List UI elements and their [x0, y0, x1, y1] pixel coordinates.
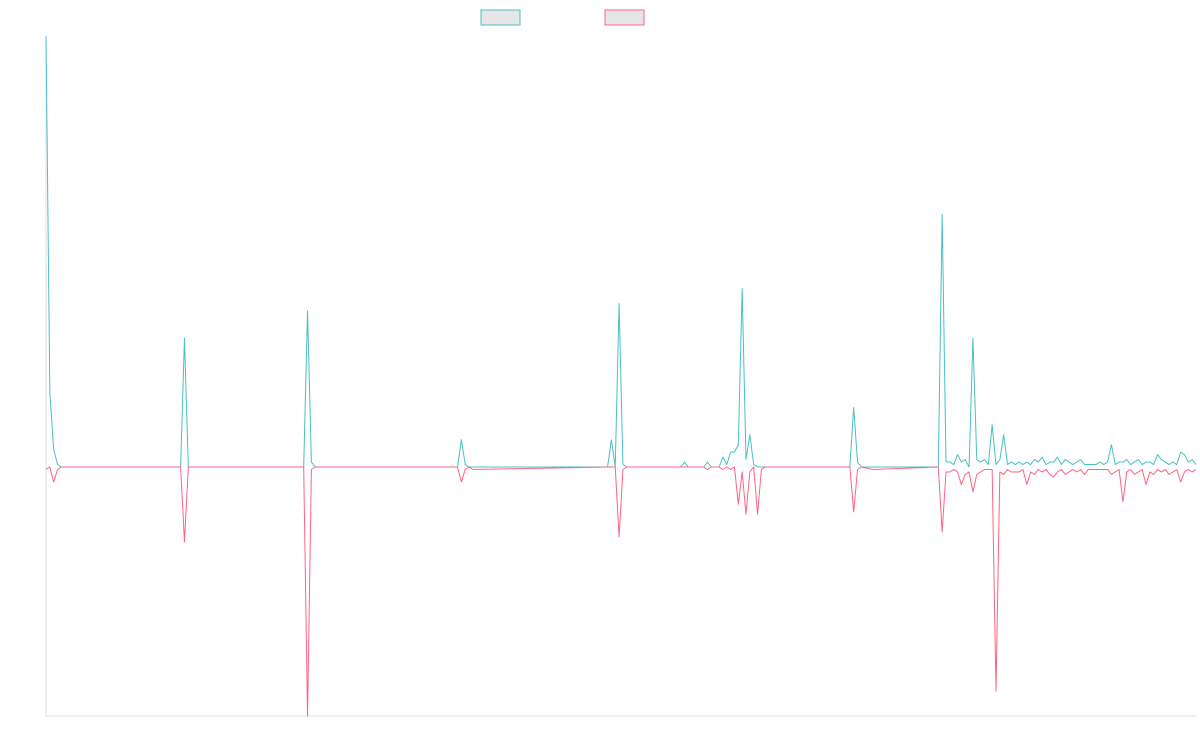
series-line-1[interactable] — [45, 35, 1197, 468]
legend-item-series-1[interactable] — [480, 9, 521, 26]
legend-swatch-series-2 — [604, 9, 645, 26]
axes — [45, 36, 1196, 717]
series-line-2[interactable] — [45, 466, 1197, 717]
legend-item-series-2[interactable] — [604, 9, 645, 26]
series-layer — [45, 35, 1197, 717]
legend-swatch-series-1 — [480, 9, 521, 26]
legend — [480, 9, 645, 26]
